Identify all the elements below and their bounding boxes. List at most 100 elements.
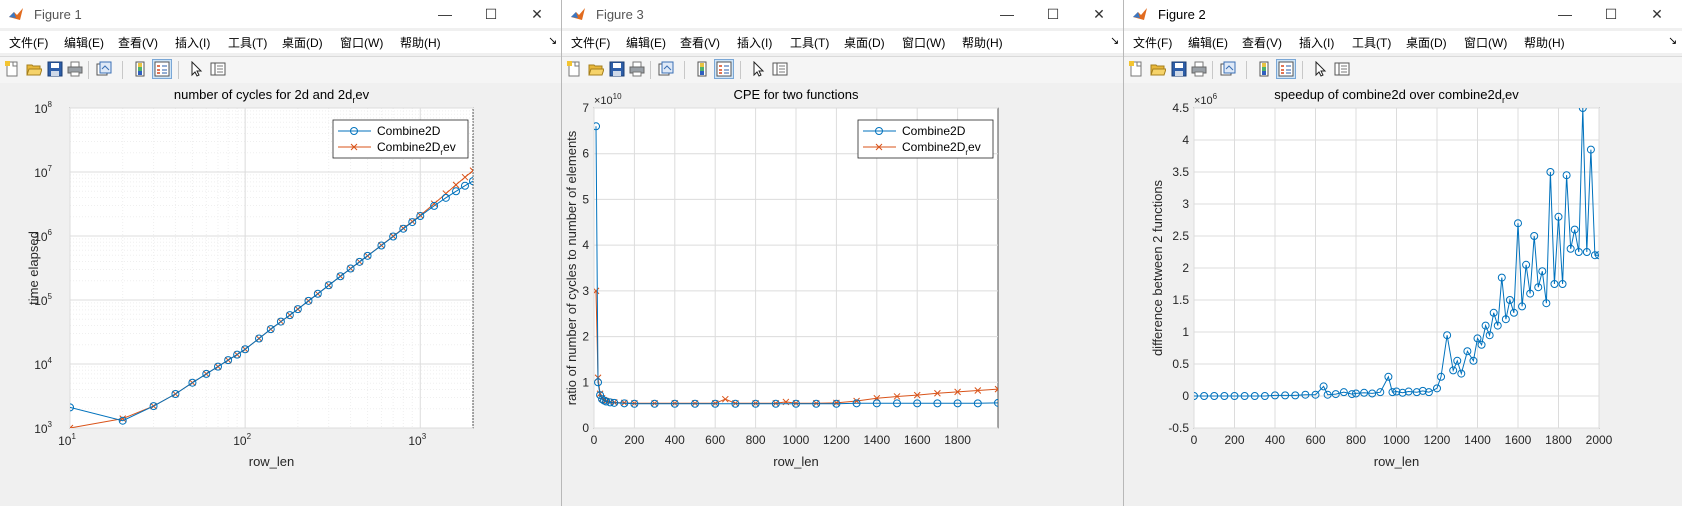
- data-point: [1542, 299, 1551, 308]
- menu-file[interactable]: 文件(F): [571, 36, 611, 50]
- x-tick-label: 1600: [904, 433, 931, 447]
- data-point: [171, 389, 180, 398]
- y-tick-label: 4: [582, 238, 589, 252]
- menu-desktop[interactable]: 桌面(D): [282, 36, 323, 50]
- data-point: [304, 296, 313, 305]
- menu-desktop[interactable]: 桌面(D): [844, 36, 885, 50]
- menu-insert[interactable]: 插入(I): [1299, 36, 1335, 50]
- edit-plot-button[interactable]: [1312, 60, 1328, 77]
- menu-insert[interactable]: 插入(I): [737, 36, 773, 50]
- property-inspector-button[interactable]: [1334, 61, 1350, 77]
- data-point: [594, 378, 603, 387]
- data-point: [1210, 392, 1219, 400]
- open-file-button[interactable]: [588, 61, 605, 77]
- data-point: [1376, 388, 1385, 397]
- insert-legend-button[interactable]: [154, 61, 170, 77]
- data-point: [913, 399, 922, 408]
- plot-axes[interactable]: 0 200 400 600 800 1000 1200 1400 1600 1800 2000 -0.…: [1124, 83, 1682, 506]
- insert-colorbar-button[interactable]: [694, 61, 710, 77]
- link-plot-icon: [1220, 61, 1236, 76]
- insert-colorbar-button[interactable]: [132, 61, 148, 77]
- link-plot-button[interactable]: [1220, 61, 1236, 77]
- menu-window[interactable]: 窗口(W): [340, 36, 384, 50]
- menu-tools[interactable]: 工具(T): [228, 36, 268, 50]
- data-point: [1220, 392, 1229, 400]
- close-button[interactable]: ✕: [1634, 0, 1680, 28]
- close-button[interactable]: ✕: [514, 0, 560, 28]
- edit-plot-button[interactable]: [188, 60, 204, 77]
- menu-tools[interactable]: 工具(T): [790, 36, 830, 50]
- new-figure-button[interactable]: [1128, 61, 1144, 77]
- edit-plot-button[interactable]: [750, 60, 766, 77]
- open-file-button[interactable]: [1150, 61, 1167, 77]
- toolbar: [0, 56, 561, 84]
- figure-area: 101 102 103 103 104 105 106 107 108 number of cyc…: [0, 83, 561, 506]
- menu-window[interactable]: 窗口(W): [902, 36, 946, 50]
- menu-view[interactable]: 查看(V): [1242, 36, 1282, 50]
- menu-help[interactable]: 帮助(H): [1524, 36, 1565, 50]
- menu-edit[interactable]: 编辑(E): [626, 36, 666, 50]
- maximize-button[interactable]: ☐: [1030, 0, 1076, 28]
- menu-dock-arrow-icon[interactable]: ↘: [1110, 35, 1120, 47]
- y-tick-label: 107: [34, 164, 52, 180]
- menu-view[interactable]: 查看(V): [118, 36, 158, 50]
- menu-tools[interactable]: 工具(T): [1352, 36, 1392, 50]
- plot-axes[interactable]: 0 200 400 600 800 1000 1200 1400 1600 1800 0 1 2 3 4 5 6…: [562, 83, 1124, 506]
- link-plot-button[interactable]: [96, 61, 112, 77]
- menu-file[interactable]: 文件(F): [1133, 36, 1173, 50]
- insert-legend-button[interactable]: [716, 61, 732, 77]
- window-title: Figure 1: [34, 7, 82, 22]
- insert-colorbar-button[interactable]: [1256, 61, 1272, 77]
- open-file-button[interactable]: [26, 61, 43, 77]
- print-button[interactable]: [629, 61, 645, 77]
- data-point: [1538, 267, 1547, 276]
- minimize-button[interactable]: —: [984, 0, 1030, 28]
- link-plot-button[interactable]: [658, 61, 674, 77]
- data-point: [596, 391, 605, 400]
- insert-legend-button[interactable]: [1278, 61, 1294, 77]
- y-tick-label: 1.5: [1172, 293, 1189, 307]
- menu-view[interactable]: 查看(V): [680, 36, 720, 50]
- save-button[interactable]: [1171, 61, 1187, 77]
- menu-insert[interactable]: 插入(I): [175, 36, 211, 50]
- menu-edit[interactable]: 编辑(E): [64, 36, 104, 50]
- menu-dock-arrow-icon[interactable]: ↘: [548, 35, 558, 47]
- menu-desktop[interactable]: 桌面(D): [1406, 36, 1447, 50]
- open-file-icon: [26, 64, 43, 76]
- close-button[interactable]: ✕: [1076, 0, 1122, 28]
- maximize-button[interactable]: ☐: [468, 0, 514, 28]
- x-tick-label: 1600: [1505, 433, 1532, 447]
- new-figure-button[interactable]: [566, 61, 582, 77]
- minimize-button[interactable]: —: [1542, 0, 1588, 28]
- y-tick-label: 3.5: [1172, 165, 1189, 179]
- title-bar: Figure 1 — ☐ ✕: [0, 0, 561, 28]
- save-button[interactable]: [47, 61, 63, 77]
- menu-edit[interactable]: 编辑(E): [1188, 36, 1228, 50]
- menu-help[interactable]: 帮助(H): [962, 36, 1003, 50]
- print-button[interactable]: [67, 61, 83, 77]
- menu-file[interactable]: 文件(F): [9, 36, 49, 50]
- data-point: [650, 399, 659, 408]
- menu-window[interactable]: 窗口(W): [1464, 36, 1508, 50]
- insert-colorbar-icon: [1259, 61, 1269, 77]
- maximize-button[interactable]: ☐: [1588, 0, 1634, 28]
- new-figure-button[interactable]: [4, 61, 20, 77]
- menu-help[interactable]: 帮助(H): [400, 36, 441, 50]
- data-point: [1501, 315, 1510, 324]
- y-tick-label: 1: [582, 375, 589, 389]
- property-inspector-button[interactable]: [210, 61, 226, 77]
- toolbar-separator: [88, 61, 89, 79]
- insert-legend-icon: [154, 61, 170, 77]
- data-point: [1457, 369, 1466, 378]
- data-point: [1489, 308, 1498, 317]
- menu-dock-arrow-icon[interactable]: ↘: [1668, 35, 1678, 47]
- minimize-button[interactable]: —: [422, 0, 468, 28]
- property-inspector-button[interactable]: [772, 61, 788, 77]
- y-tick-label: 108: [34, 100, 52, 116]
- data-point: [149, 402, 158, 411]
- data-point: [1281, 391, 1290, 400]
- save-button[interactable]: [609, 61, 625, 77]
- print-button[interactable]: [1191, 61, 1207, 77]
- x-axis-label: row_len: [773, 454, 819, 469]
